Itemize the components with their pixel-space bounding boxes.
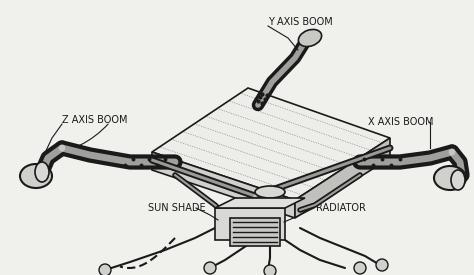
FancyBboxPatch shape	[215, 208, 285, 240]
Text: SUN SHADE: SUN SHADE	[148, 203, 206, 213]
Polygon shape	[215, 198, 305, 208]
FancyBboxPatch shape	[230, 218, 280, 246]
Text: Y AXIS BOOM: Y AXIS BOOM	[268, 17, 333, 27]
Polygon shape	[152, 152, 295, 218]
Polygon shape	[152, 88, 390, 200]
Ellipse shape	[255, 186, 285, 198]
Ellipse shape	[434, 166, 466, 190]
Circle shape	[264, 265, 276, 275]
Text: RADIATOR: RADIATOR	[316, 203, 366, 213]
Ellipse shape	[299, 29, 321, 46]
Ellipse shape	[20, 164, 52, 188]
Text: Z AXIS BOOM: Z AXIS BOOM	[62, 115, 128, 125]
Ellipse shape	[35, 162, 49, 182]
Ellipse shape	[451, 170, 465, 190]
Polygon shape	[295, 138, 390, 218]
Text: X AXIS BOOM: X AXIS BOOM	[368, 117, 434, 127]
Circle shape	[99, 264, 111, 275]
Circle shape	[354, 262, 366, 274]
Circle shape	[204, 262, 216, 274]
Circle shape	[376, 259, 388, 271]
